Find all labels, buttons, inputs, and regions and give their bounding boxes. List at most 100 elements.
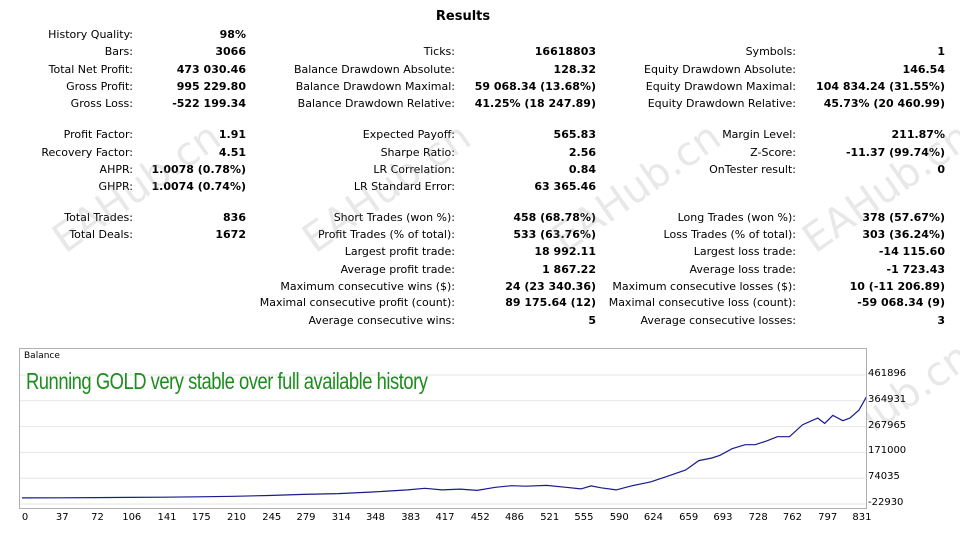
stat-value: -11.37 (99.74%) xyxy=(845,146,945,159)
stat-value: 89 175.64 (12) xyxy=(505,296,596,309)
stat-value: 0 xyxy=(937,163,945,176)
x-axis-tick-label: 797 xyxy=(818,512,838,523)
stat-label: Expected Payoff: xyxy=(362,128,455,141)
stat-label: Recovery Factor: xyxy=(41,146,133,159)
stat-label: Maximal consecutive profit (count): xyxy=(259,296,455,309)
stat-label: Largest loss trade: xyxy=(693,245,796,258)
stat-label: Short Trades (won %): xyxy=(333,211,455,224)
y-axis-tick-label: 171000 xyxy=(868,445,907,457)
chart-annotation: Running GOLD very stable over full avail… xyxy=(26,368,428,394)
stat-label: Bars: xyxy=(104,45,133,58)
x-axis-tick-label: 728 xyxy=(748,512,768,523)
x-axis-tick-label: 175 xyxy=(191,512,211,523)
stat-label: Total Deals: xyxy=(69,228,133,241)
stat-value: 24 (23 340.36) xyxy=(505,280,596,293)
stat-label: Sharpe Ratio: xyxy=(380,146,455,159)
stat-value: 1.91 xyxy=(218,128,246,141)
stat-label: Largest profit trade: xyxy=(344,245,455,258)
x-axis-tick-label: 37 xyxy=(55,512,69,523)
stat-value: 0.84 xyxy=(568,163,596,176)
stat-label: Ticks: xyxy=(423,45,455,58)
x-axis-tick-label: 659 xyxy=(679,512,699,523)
stat-label: Long Trades (won %): xyxy=(677,211,796,224)
stat-label: Total Trades: xyxy=(64,211,133,224)
chart-title: Balance xyxy=(24,351,60,361)
stat-value: 5 xyxy=(588,314,596,327)
report-title: Results xyxy=(435,9,491,24)
stat-value: 146.54 xyxy=(902,63,945,76)
x-axis-tick-label: 106 xyxy=(122,512,142,523)
stat-value: 104 834.24 (31.55%) xyxy=(816,80,945,93)
stat-value: 995 229.80 xyxy=(176,80,246,93)
x-axis-tick-label: 452 xyxy=(470,512,490,523)
stat-value: 2.56 xyxy=(568,146,596,159)
stat-value: 378 (57.67%) xyxy=(862,211,945,224)
x-axis-tick-label: 210 xyxy=(226,512,247,523)
stat-label: Gross Loss: xyxy=(70,97,133,110)
x-axis-tick-label: 279 xyxy=(296,512,316,523)
x-axis-tick-label: 762 xyxy=(782,512,803,523)
stat-value: 1672 xyxy=(215,228,246,241)
y-axis-tick-label: 364931 xyxy=(868,393,907,405)
stat-value: 1.0074 (0.74%) xyxy=(151,180,247,193)
stat-value: 3 xyxy=(937,314,945,327)
x-axis-tick-label: 314 xyxy=(331,512,351,523)
stat-label: Maximal consecutive loss (count): xyxy=(608,296,796,309)
stat-value: -1 723.43 xyxy=(886,263,946,276)
stat-label: Profit Trades (% of total): xyxy=(317,228,455,241)
stat-label: Equity Drawdown Maximal: xyxy=(645,80,796,93)
x-axis-tick-label: 624 xyxy=(643,512,664,523)
stat-value: 59 068.34 (13.68%) xyxy=(474,80,596,93)
stat-label: LR Correlation: xyxy=(373,163,455,176)
stat-label: Margin Level: xyxy=(722,128,796,141)
x-axis-tick-label: 486 xyxy=(504,512,525,523)
stat-label: Balance Drawdown Maximal: xyxy=(295,80,455,93)
x-axis-tick-label: 383 xyxy=(401,512,421,523)
stat-label: Gross Profit: xyxy=(66,80,133,93)
stat-label: Loss Trades (% of total): xyxy=(663,228,796,241)
stat-value: -59 068.34 (9) xyxy=(857,296,945,309)
stat-label: Maximum consecutive wins ($): xyxy=(280,280,455,293)
x-axis-tick-label: 348 xyxy=(365,512,386,523)
stat-value: 1 xyxy=(937,45,945,58)
stat-label: Balance Drawdown Absolute: xyxy=(293,63,455,76)
x-axis-tick-label: 831 xyxy=(852,512,872,523)
stat-value: 565.83 xyxy=(553,128,596,141)
stat-value: -14 115.60 xyxy=(878,245,945,258)
y-axis-tick-label: -22930 xyxy=(868,497,904,508)
stat-label: Balance Drawdown Relative: xyxy=(297,97,455,110)
stat-label: Average loss trade: xyxy=(689,263,796,276)
x-axis-tick-label: 0 xyxy=(21,512,29,523)
stat-value: 1 867.22 xyxy=(542,263,596,276)
stat-label: Maximum consecutive losses ($): xyxy=(612,280,796,293)
stat-value: 533 (63.76%) xyxy=(513,228,596,241)
stat-label: Average consecutive wins: xyxy=(308,314,455,327)
x-axis-tick-label: 590 xyxy=(609,512,629,523)
stat-label: GHPR: xyxy=(98,180,133,193)
stat-label: Total Net Profit: xyxy=(48,63,133,76)
y-axis-tick-label: 74035 xyxy=(868,471,900,483)
stat-value: 4.51 xyxy=(218,146,246,159)
stat-value: 473 030.46 xyxy=(176,63,246,76)
balance-series-line xyxy=(21,396,866,499)
stat-label: OnTester result: xyxy=(709,163,796,176)
x-axis-tick-label: 521 xyxy=(540,512,560,523)
stat-label: LR Standard Error: xyxy=(353,180,455,193)
stat-label: Profit Factor: xyxy=(63,128,133,141)
stat-value: 211.87% xyxy=(891,128,945,141)
stat-value: 3066 xyxy=(215,45,246,58)
stat-label: Symbols: xyxy=(745,45,796,58)
stat-value: 1.0078 (0.78%) xyxy=(151,163,247,176)
stat-value: 18 992.11 xyxy=(534,245,596,258)
x-axis-tick-label: 72 xyxy=(91,512,104,523)
stat-label: AHPR: xyxy=(99,163,133,176)
stat-value: 128.32 xyxy=(553,63,596,76)
x-axis-tick-label: 555 xyxy=(574,512,594,523)
stat-label: Average profit trade: xyxy=(340,263,455,276)
stat-value: 16618803 xyxy=(534,45,596,58)
balance-chart: Balance Running GOLD very stable over fu… xyxy=(19,348,867,509)
stat-value: 63 365.46 xyxy=(534,180,596,193)
x-axis-tick-label: 245 xyxy=(262,512,282,523)
x-axis-tick-label: 417 xyxy=(435,512,455,523)
stat-label: Equity Drawdown Relative: xyxy=(647,97,796,110)
